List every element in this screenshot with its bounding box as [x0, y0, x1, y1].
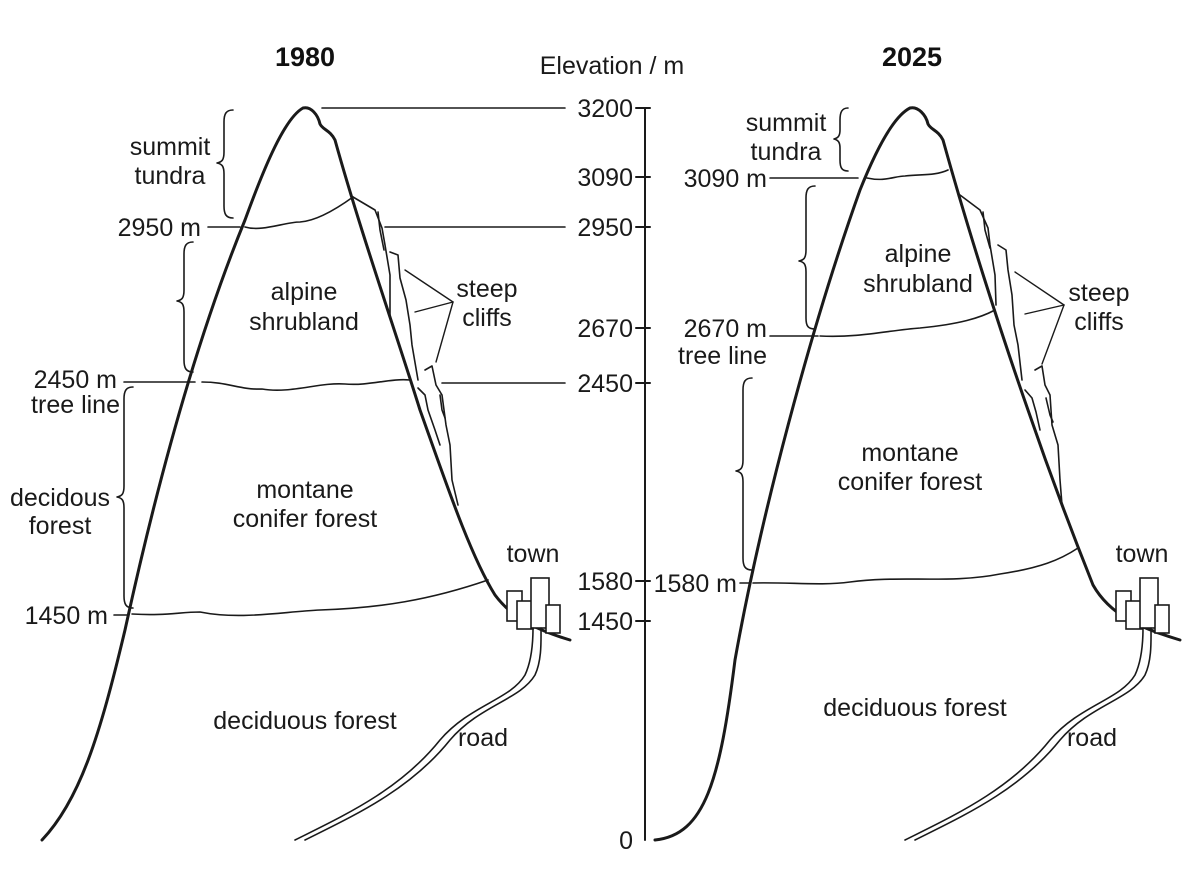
axis-tick-label: 2670 — [577, 315, 633, 343]
deciduous-boundary — [131, 579, 489, 617]
tundra-boundary — [866, 169, 949, 181]
summit-bracket — [833, 107, 849, 172]
elevation-label: 2450 m — [34, 366, 117, 394]
steep-cliffs-drawing — [959, 194, 1063, 506]
road-edge — [904, 627, 1144, 841]
town-buildings — [1115, 577, 1170, 634]
zone-label-alpine: alpine — [271, 278, 338, 306]
cliffs-label: steep — [1068, 279, 1129, 307]
tree-line-boundary — [819, 309, 996, 338]
axis-tick-label: 1580 — [577, 568, 633, 596]
elevation-label: 1580 m — [654, 570, 737, 598]
elevation-axis: Elevation / m 3200 3090 2950 2670 2450 1… — [540, 52, 685, 855]
axis-tick-label: 1450 — [577, 608, 633, 636]
zone-label-conifer: montane — [256, 476, 353, 504]
road-edge — [294, 627, 534, 841]
elevation-label: 2950 m — [118, 214, 201, 242]
road-label: road — [1067, 724, 1117, 752]
panel-year-title: 1980 — [275, 42, 335, 72]
zone-label-conifer: montane — [861, 439, 958, 467]
cliffs-pointer — [414, 301, 454, 313]
zone-label-summit: summit — [130, 133, 211, 161]
alpine-bracket — [798, 185, 816, 330]
tree-line-label: tree line — [678, 342, 767, 370]
zone-label-deciduous: deciduous forest — [823, 694, 1007, 722]
cliffs-label: cliffs — [1074, 308, 1124, 336]
town-label: town — [1116, 540, 1169, 568]
tundra-boundary — [244, 196, 354, 230]
axis-tick-label: 3090 — [577, 164, 633, 192]
elevation-label: 1450 m — [25, 602, 108, 630]
zone-label-conifer: conifer forest — [233, 505, 378, 533]
zone-label-conifer: conifer forest — [838, 468, 983, 496]
road-label: road — [458, 724, 508, 752]
bracket-label: decidous — [10, 484, 110, 512]
axis-tick-label: 2450 — [577, 370, 633, 398]
cliffs-pointer — [435, 301, 454, 363]
zone-label-alpine: shrubland — [249, 308, 359, 336]
panel-1980: 1980 summit tundra alpine shrub — [10, 42, 572, 842]
town-buildings — [506, 577, 561, 634]
summit-bracket — [216, 109, 234, 219]
conifer-bracket — [735, 377, 753, 571]
axis-tick-label: 2950 — [577, 214, 633, 242]
mountain-outline — [40, 106, 572, 842]
elevation-label: 2670 m — [684, 315, 767, 343]
elevation-label: 3090 m — [684, 165, 767, 193]
alpine-bracket — [176, 241, 194, 373]
mountain-outline — [653, 106, 1182, 842]
deciduous-boundary — [752, 547, 1079, 585]
zone-label-alpine: alpine — [885, 240, 952, 268]
tree-line-boundary — [201, 378, 411, 392]
zone-label-summit: tundra — [751, 138, 822, 166]
zone-label-deciduous: deciduous forest — [213, 707, 397, 735]
panel-2025: 2025 summit tundra alpine shrubland mont… — [653, 42, 1182, 842]
cliffs-label: cliffs — [462, 304, 512, 332]
panel-year-title: 2025 — [882, 42, 942, 72]
town-label: town — [507, 540, 560, 568]
road-edge — [914, 627, 1152, 841]
axis-tick-label: 0 — [619, 827, 633, 855]
axis-title: Elevation / m — [540, 52, 685, 80]
zone-label-summit: tundra — [135, 162, 206, 190]
zone-label-summit: summit — [746, 109, 827, 137]
road-edge — [304, 627, 542, 841]
cliffs-pointer — [1041, 304, 1065, 365]
cliffs-pointer — [1024, 304, 1065, 315]
tree-line-label: tree line — [31, 391, 120, 419]
axis-tick-label: 3200 — [577, 95, 633, 123]
zone-label-alpine: shrubland — [863, 270, 973, 298]
steep-cliffs-drawing — [352, 196, 459, 506]
cliffs-pointer — [1014, 271, 1065, 306]
bracket-label: forest — [29, 512, 92, 540]
cliffs-pointer — [404, 269, 454, 303]
cliffs-label: steep — [456, 275, 517, 303]
decidous-bracket — [116, 386, 134, 609]
